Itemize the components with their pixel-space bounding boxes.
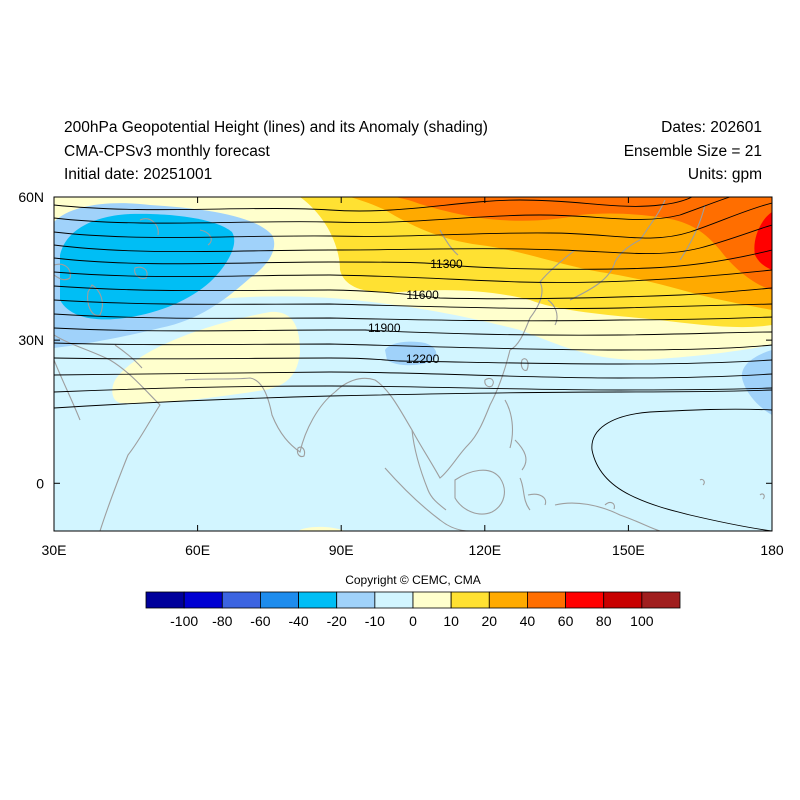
lon-tick-label: 120E — [468, 542, 501, 558]
coastline-black-sea — [54, 263, 71, 281]
anomaly-shade-pos10-small — [298, 526, 345, 531]
contour-line — [54, 299, 772, 309]
colorbar-label: 40 — [520, 613, 536, 629]
contour-line — [54, 249, 772, 270]
colorbar-swatch — [641, 591, 681, 609]
lat-tick-label: 0 — [36, 475, 44, 491]
contour-label: 11600 — [406, 288, 439, 302]
contour-labels: 11300 11600 11900 12200 — [368, 257, 463, 366]
colorbar-swatch — [260, 591, 299, 609]
coastline-baikal — [439, 229, 459, 256]
map-title: 200hPa Geopotential Height (lines) and i… — [64, 119, 488, 136]
colorbar-swatch — [298, 591, 338, 609]
contour-line-southern-loop — [591, 408, 772, 531]
contour-line — [54, 224, 772, 255]
lon-tick-label: 30E — [42, 542, 67, 558]
lat-tick-label: 60N — [18, 189, 44, 205]
colorbar-label: 80 — [596, 613, 612, 629]
coastline-taiwan — [520, 358, 529, 371]
height-contours — [54, 197, 772, 531]
ensemble-size: Ensemble Size = 21 — [623, 143, 762, 160]
coastline-india — [184, 377, 336, 453]
lon-tick-label: 180 — [760, 542, 784, 558]
coastline-borneo — [454, 469, 505, 515]
contour-line — [54, 342, 772, 351]
colorbar-swatch — [412, 591, 452, 609]
coastline-caspian — [87, 284, 103, 316]
coastline-sumatra — [384, 467, 471, 531]
coastline-pacific-islands — [604, 478, 765, 510]
longitude-axis: 30E 60E 90E 120E 150E 180 — [42, 197, 784, 558]
contour-label: 11900 — [368, 321, 401, 335]
anomaly-shade-pos60 — [395, 197, 772, 290]
colorbar-label: 100 — [630, 613, 654, 629]
colorbar-label: -20 — [327, 613, 347, 629]
colorbar-label: -60 — [250, 613, 270, 629]
lat-tick-label: 30N — [18, 332, 44, 348]
colorbar-swatch — [565, 591, 605, 609]
coastline-sulawesi — [519, 477, 547, 511]
colorbar-label: 0 — [409, 613, 417, 629]
contour-line — [54, 269, 772, 283]
contour-line — [54, 285, 772, 300]
colorbar-label: 10 — [443, 613, 459, 629]
colorbar-label: -10 — [365, 613, 385, 629]
contour-label: 12200 — [406, 352, 440, 366]
contour-line — [54, 327, 772, 336]
anomaly-shade-pos10-south — [112, 311, 300, 404]
coastline-persian-gulf — [114, 344, 143, 369]
lon-tick-label: 150E — [612, 542, 645, 558]
colorbar-swatch — [603, 591, 643, 609]
lon-tick-label: 90E — [329, 542, 354, 558]
coastlines — [54, 199, 765, 531]
coastline-aral — [134, 266, 148, 279]
coastline-bay-indochina — [334, 349, 511, 479]
coastline-red-sea — [54, 359, 81, 421]
colorbar-label: -80 — [212, 613, 232, 629]
anomaly-shade-neg10-east — [741, 350, 772, 415]
colorbar-label: 20 — [481, 613, 497, 629]
contour-line — [54, 197, 731, 224]
units: Units: gpm — [687, 166, 762, 183]
colorbar-swatch — [336, 591, 376, 609]
coastline-srilanka — [296, 446, 306, 458]
lon-tick-label: 60E — [185, 542, 210, 558]
coastline-malay — [411, 429, 447, 511]
colorbar-swatch — [374, 591, 414, 609]
latitude-axis: 60N 30N 0 — [18, 189, 772, 491]
anomaly-shade-pos40 — [350, 197, 772, 310]
colorbar-swatch — [145, 591, 185, 609]
colorbar-label: -40 — [288, 613, 308, 629]
contour-line — [54, 202, 772, 239]
colorbar-swatch — [221, 591, 261, 609]
contour-line — [54, 389, 772, 409]
contour-line — [54, 313, 772, 322]
colorbar-swatch — [488, 591, 528, 609]
contour-line — [54, 197, 693, 212]
contour-line — [54, 385, 772, 393]
colorbar: -100 -80 -60 -40 -20 -10 0 10 20 40 60 80 100 — [145, 591, 681, 629]
anomaly-shade-neg10-small — [385, 341, 437, 366]
contour-label: 11300 — [430, 257, 463, 271]
coastline-hainan — [484, 377, 494, 388]
coastline-arabia-africa — [54, 334, 161, 531]
forecast-dates: Dates: 202601 — [661, 119, 762, 136]
coastline-newguinea — [554, 502, 661, 531]
contour-line — [54, 357, 772, 365]
coastline-korea-japan — [547, 239, 641, 326]
copyright-notice: Copyright © CEMC, CMA — [345, 573, 481, 587]
initial-date: Initial date: 20251001 — [64, 166, 213, 183]
coastline-philippines — [504, 399, 527, 471]
map-frame — [53, 196, 773, 532]
colorbar-swatch — [183, 591, 223, 609]
colorbar-swatch — [450, 591, 490, 609]
colorbar-swatch — [527, 591, 566, 609]
colorbar-label: -100 — [170, 613, 198, 629]
colorbar-label: 60 — [558, 613, 574, 629]
contour-line — [54, 371, 772, 379]
coastline-west-siberia — [139, 218, 212, 246]
model-name: CMA-CPSv3 monthly forecast — [64, 143, 270, 160]
anomaly-shade-neg20-core — [60, 213, 235, 320]
